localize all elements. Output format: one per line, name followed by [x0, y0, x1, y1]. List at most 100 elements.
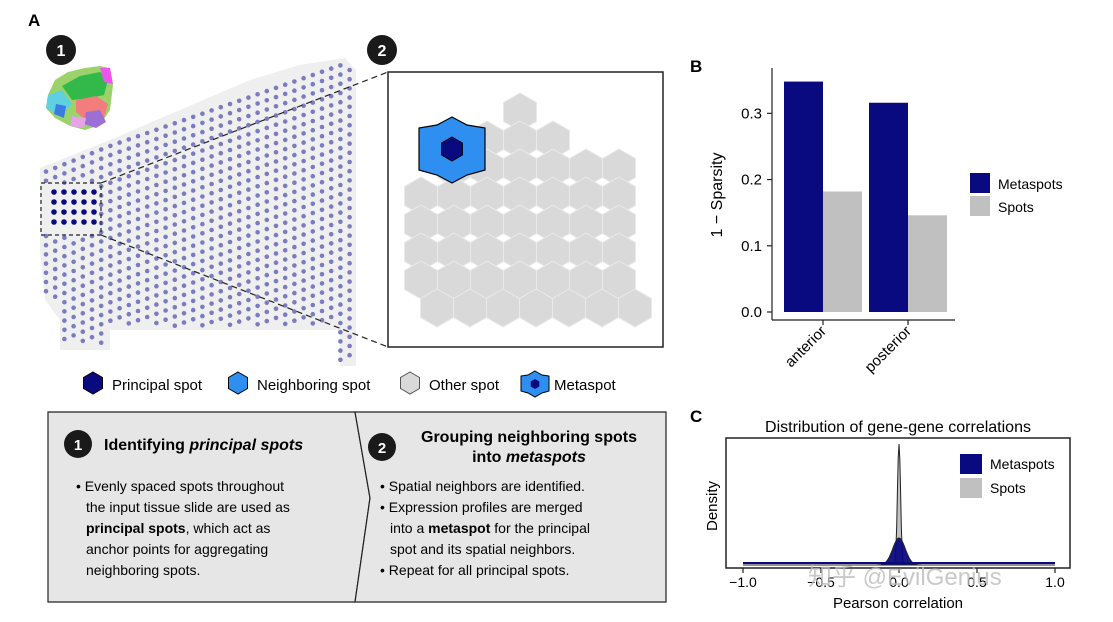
- tissue-spot: [264, 300, 270, 306]
- tissue-spot: [338, 302, 343, 307]
- metaspot-icon-center: [530, 379, 540, 389]
- tissue-spot: [218, 206, 224, 211]
- tissue-spot: [301, 167, 306, 173]
- tissue-spot: [108, 208, 113, 213]
- tissue-spot: [190, 289, 196, 295]
- tissue-spot: [338, 329, 343, 335]
- tissue-spot: [154, 136, 159, 142]
- tissue-spot: [338, 81, 343, 87]
- tissue-spot: [135, 299, 141, 305]
- tissue-spot: [163, 271, 168, 277]
- tissue-spot: [301, 232, 306, 237]
- box2-title-plain: into: [472, 449, 506, 466]
- tissue-spot: [319, 262, 325, 268]
- tissue-spot: [71, 259, 76, 265]
- tissue-spot: [310, 302, 316, 308]
- box1-line-5: neighboring spots.: [86, 562, 200, 578]
- tissue-spot: [328, 195, 334, 200]
- tissue-spot: [154, 228, 159, 234]
- tissue-spot: [282, 248, 288, 253]
- tissue-spot: [117, 296, 122, 302]
- tissue-spot: [163, 188, 168, 194]
- tissue-spot: [310, 164, 316, 170]
- tissue-spot: [292, 79, 297, 84]
- tissue-spot: [236, 190, 242, 196]
- tissue-spot: [282, 275, 288, 281]
- tissue-spot: [71, 241, 76, 246]
- tissue-spot: [126, 155, 132, 161]
- tissue-spot: [328, 314, 334, 320]
- tissue-spot: [236, 199, 242, 205]
- tissue-spot: [301, 186, 306, 191]
- tissue-spot: [310, 118, 316, 124]
- tissue-spot: [181, 228, 187, 233]
- tissue-spot: [310, 146, 316, 151]
- tissue-spot: [80, 301, 86, 307]
- tissue-spot: [347, 104, 352, 110]
- tissue-spot: [163, 280, 168, 286]
- tissue-spot: [236, 172, 242, 177]
- tissue-spot: [218, 242, 224, 248]
- tissue-spot: [246, 113, 251, 119]
- tissue-spot: [200, 313, 205, 319]
- tissue-spot: [172, 222, 178, 227]
- tissue-spot: [154, 127, 159, 133]
- tissue-spot: [163, 207, 168, 212]
- tissue-spot: [328, 287, 334, 292]
- tissue-spot: [264, 134, 270, 140]
- tissue-spot: [282, 312, 288, 318]
- tissue-spot: [108, 198, 113, 204]
- tissue-spot: [108, 253, 113, 259]
- tissue-spot: [126, 137, 132, 142]
- tissue-spot: [80, 311, 86, 316]
- tissue-spot: [144, 241, 150, 246]
- tissue-spot: [273, 278, 279, 284]
- tissue-spot: [181, 191, 187, 196]
- tissue-spot: [181, 265, 187, 270]
- spot-legend: Principal spot Neighboring spot Other sp…: [83, 370, 617, 398]
- tissue-spot: [292, 253, 297, 259]
- tissue-spot: [154, 182, 159, 188]
- principal-spot: [51, 199, 57, 205]
- box1-title-italic: principal spots: [188, 437, 303, 454]
- tissue-spot: [255, 119, 260, 125]
- tissue-spot: [338, 127, 343, 133]
- tissue-spot: [71, 176, 76, 182]
- tissue-spot: [98, 230, 104, 235]
- tissue-spot: [144, 222, 150, 228]
- tissue-spot: [338, 210, 343, 215]
- tissue-spot: [227, 138, 233, 144]
- tissue-spot: [319, 189, 325, 194]
- tissue-spot: [255, 303, 260, 309]
- tissue-spot: [273, 232, 279, 238]
- tissue-spot: [227, 294, 233, 300]
- tissue-spot: [89, 150, 95, 156]
- tissue-spot: [209, 273, 214, 279]
- box2-badge: [368, 433, 396, 461]
- principal-spot: [81, 189, 87, 195]
- tissue-spot: [98, 202, 104, 207]
- tissue-spot: [301, 158, 306, 164]
- tissue-spot: [80, 246, 86, 252]
- step-1-badge: [46, 35, 76, 65]
- tissue-spot: [98, 211, 104, 217]
- tissue-spot: [301, 213, 306, 219]
- tissue-spot: [89, 261, 95, 266]
- tissue-spot: [52, 174, 58, 180]
- box2-line-2: • Expression profiles are merged: [380, 499, 583, 515]
- tissue-spot: [89, 288, 95, 294]
- tissue-spot: [200, 148, 205, 153]
- tissue-spot: [52, 266, 58, 272]
- tissue-spot: [328, 241, 334, 246]
- tissue-spot: [347, 168, 352, 174]
- tissue-spot: [301, 305, 306, 311]
- tissue-spot: [347, 67, 352, 73]
- tissue-spot: [255, 174, 260, 180]
- tissue-spot: [273, 251, 279, 256]
- tissue-spot: [163, 151, 168, 157]
- tissue-spot: [144, 158, 150, 163]
- tissue-spot: [209, 126, 214, 132]
- tissue-spot: [71, 287, 76, 292]
- tissue-spot: [181, 136, 187, 141]
- tissue-spot: [218, 316, 224, 322]
